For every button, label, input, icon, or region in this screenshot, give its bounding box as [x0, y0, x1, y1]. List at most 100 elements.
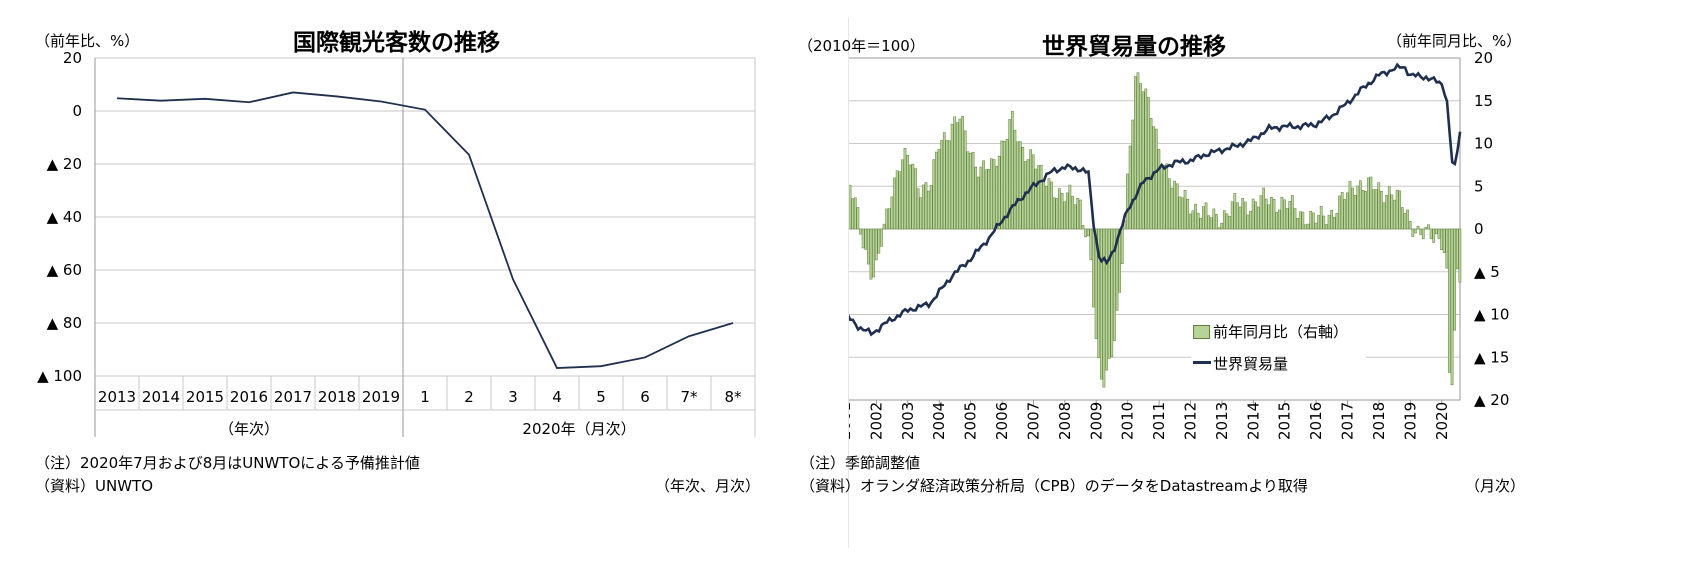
- yoy-bar: [966, 151, 970, 230]
- x-tick-label: 2013: [1213, 402, 1231, 440]
- right-chart-unit-note: （月次）: [1465, 477, 1526, 495]
- yoy-bar: [1262, 187, 1265, 230]
- tourism-line-chart: 20 0 ▲ 20 ▲ 40 ▲ 60 ▲ 80 ▲ 100 2013 2014 2015 2016…: [37, 49, 756, 438]
- left-chart-unit-note: （年次、月次）: [655, 477, 761, 495]
- yoy-bar: [849, 184, 852, 230]
- yoy-bar: [984, 169, 988, 230]
- yoy-bar: [903, 147, 907, 230]
- yoy-bar: [1267, 204, 1271, 230]
- yoy-bar: [1385, 195, 1388, 230]
- yoy-bar: [887, 208, 891, 230]
- yoy-bar: [908, 164, 912, 230]
- yoy-bar: [1249, 210, 1252, 230]
- yoy-bar: [1037, 165, 1040, 230]
- yoy-bar: [1084, 228, 1087, 238]
- yoy-bar: [1039, 164, 1043, 230]
- y-tick-label: ▲ 80: [47, 314, 82, 332]
- yoy-bar: [1115, 228, 1119, 311]
- yoy-bar: [1209, 217, 1213, 230]
- yoy-bar: [1327, 214, 1331, 230]
- x-tick-label: 2010: [1119, 402, 1137, 440]
- yoy-bar: [1034, 168, 1038, 230]
- yoy-bar: [1188, 213, 1192, 230]
- yoy-bar: [1047, 178, 1051, 230]
- yoy-bar: [955, 122, 959, 230]
- yoy-bar: [1141, 91, 1145, 230]
- yoy-bar: [1400, 207, 1404, 230]
- yoy-bar: [1434, 228, 1438, 235]
- panel-divider: [848, 18, 849, 548]
- yoy-bar: [1314, 222, 1318, 230]
- yoy-bar: [1298, 211, 1302, 230]
- yoy-bar: [1225, 213, 1229, 230]
- yoy-bar: [1042, 180, 1046, 230]
- x-tick-label: 2016: [230, 388, 268, 406]
- yoy-bar: [961, 116, 964, 230]
- yoy-bar: [1238, 206, 1242, 230]
- yoy-bar: [906, 155, 909, 230]
- yoy-bar: [924, 182, 928, 230]
- yoy-bar: [853, 197, 857, 230]
- yoy-bar: [1390, 194, 1394, 230]
- yoy-bar: [898, 171, 902, 230]
- yoy-bar: [1322, 215, 1326, 230]
- yoy-bar: [1395, 189, 1399, 230]
- yoy-bar: [950, 123, 954, 230]
- yoy-bar: [982, 160, 985, 230]
- right-chart-note: （注）季節調整値: [800, 454, 921, 472]
- yoy-bar: [1393, 199, 1396, 230]
- yoy-bar: [1147, 97, 1150, 230]
- yoy-bar: [1338, 195, 1341, 230]
- yoy-bar: [976, 176, 980, 230]
- yoy-bar: [1199, 218, 1203, 230]
- right-y-tick-label: 10: [1474, 135, 1493, 153]
- yoy-bar: [1149, 118, 1153, 230]
- yoy-bar: [1120, 228, 1124, 264]
- yoy-bar: [1097, 228, 1101, 358]
- x-tick-label: 2017: [274, 388, 312, 406]
- x-tick-label: 2017: [1339, 402, 1357, 440]
- yoy-bar: [1293, 208, 1297, 230]
- x-tick-label: 2012: [1182, 402, 1200, 440]
- legend-line-swatch: [1193, 361, 1211, 364]
- right-y-tick-label: ▲ 10: [1474, 306, 1509, 324]
- right-chart-title: 世界貿易量の推移: [1042, 34, 1226, 60]
- yoy-bar: [1450, 228, 1454, 386]
- yoy-bar: [963, 130, 967, 230]
- yoy-bar: [1131, 119, 1135, 230]
- yoy-bar: [1178, 196, 1182, 230]
- yoy-bar: [1343, 199, 1347, 230]
- x-tick-label: 2011: [1150, 402, 1168, 440]
- yoy-bar: [1311, 212, 1315, 230]
- yoy-bar: [867, 228, 870, 265]
- x-tick-label: 2007: [1024, 402, 1042, 440]
- yoy-bar: [1102, 228, 1106, 388]
- yoy-bar: [1272, 199, 1276, 230]
- left-chart-title: 国際観光客数の推移: [293, 30, 500, 56]
- yoy-bar: [1128, 145, 1132, 230]
- yoy-bar: [1136, 72, 1140, 230]
- yoy-bar: [958, 118, 962, 230]
- yoy-bar: [1332, 217, 1336, 230]
- yoy-bar: [929, 185, 933, 230]
- y-tick-label: 0: [72, 102, 82, 120]
- yoy-bar: [1283, 199, 1286, 230]
- yoy-bar: [1270, 196, 1273, 230]
- yoy-bar: [1364, 191, 1368, 230]
- x-tick-label: 5: [596, 388, 606, 406]
- yoy-bar: [1183, 190, 1187, 230]
- yoy-bar: [1212, 208, 1216, 230]
- yoy-bar: [1016, 141, 1019, 230]
- yoy-bar: [1092, 228, 1095, 308]
- yoy-bar: [1243, 201, 1247, 230]
- yoy-bar: [885, 208, 889, 230]
- yoy-bar: [1288, 201, 1292, 230]
- x-tick-label: 1: [420, 388, 430, 406]
- legend-bar-label: 前年同月比（右軸）: [1213, 323, 1349, 341]
- yoy-bar: [1382, 202, 1386, 230]
- yoy-bar: [1280, 197, 1284, 230]
- yoy-bar: [1126, 173, 1129, 230]
- yoy-bar: [937, 148, 941, 230]
- yoy-bar: [1330, 209, 1334, 230]
- right-y-tick-label: 5: [1474, 177, 1484, 195]
